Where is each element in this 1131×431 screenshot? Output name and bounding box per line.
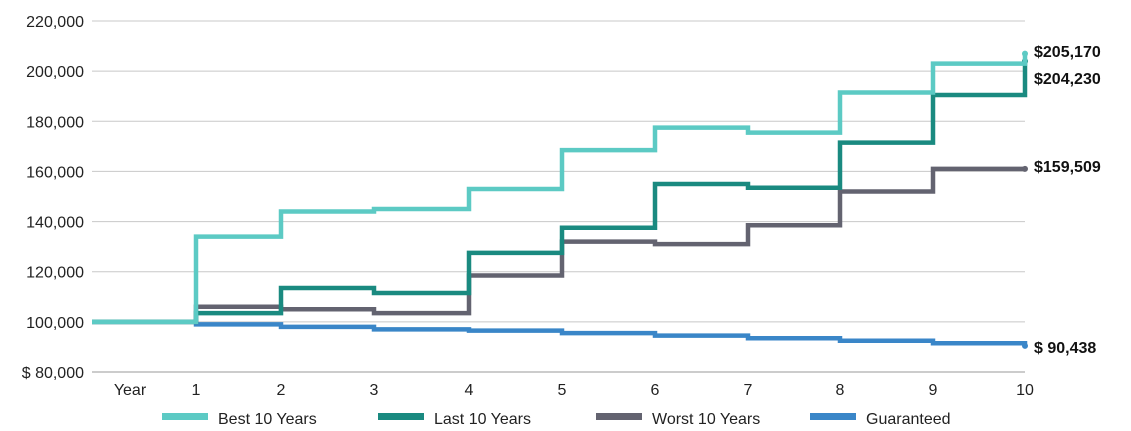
y-tick-label: 160,000 xyxy=(26,164,84,181)
y-tick-label: 120,000 xyxy=(26,265,84,282)
x-tick-label: 10 xyxy=(1016,382,1034,399)
series-line-worst-10-years xyxy=(92,166,1025,325)
y-tick-label: 140,000 xyxy=(26,215,84,232)
x-tick-label: 9 xyxy=(929,382,938,399)
y-axis: $ 80,000 100,000 120,000 140,000 160,000 180,… xyxy=(22,14,84,382)
x-tick-label: 1 xyxy=(192,382,201,399)
legend-swatch-best-10-years xyxy=(162,413,208,420)
legend-label: Worst 10 Years xyxy=(652,411,760,428)
y-tick-label: 180,000 xyxy=(26,114,84,131)
series-line-best-10-years xyxy=(92,53,1028,325)
series-line-last-10-years xyxy=(92,61,1028,325)
x-axis: Year 1 2 3 4 5 6 7 8 9 10 xyxy=(114,382,1034,399)
legend-swatch-guaranteed xyxy=(810,413,856,420)
y-tick-label: 100,000 xyxy=(26,315,84,332)
end-value-label: $159,509 xyxy=(1034,159,1101,176)
x-tick-label: 4 xyxy=(465,382,474,399)
end-value-label: $204,230 xyxy=(1034,71,1101,88)
legend-swatch-worst-10-years xyxy=(596,413,642,420)
legend: Best 10 Years Last 10 Years Worst 10 Years… xyxy=(162,411,951,428)
end-value-label: $205,170 xyxy=(1034,44,1101,61)
legend-label: Best 10 Years xyxy=(218,411,317,428)
end-value-labels: $205,170 $204,230 $159,509 $ 90,438 xyxy=(1034,44,1101,357)
series-end-point-best-10-years xyxy=(1022,50,1028,57)
legend-swatch-last-10-years xyxy=(378,413,424,420)
series-lines xyxy=(92,50,1028,349)
x-tick-label: 2 xyxy=(277,382,286,399)
legend-label: Guaranteed xyxy=(866,411,951,428)
series-end-point-guaranteed xyxy=(1022,342,1028,349)
legend-label: Last 10 Years xyxy=(434,411,531,428)
x-tick-label: 5 xyxy=(558,382,567,399)
series-line-guaranteed xyxy=(92,319,1028,346)
grid-lines xyxy=(92,20,1025,373)
y-tick-label: $ 80,000 xyxy=(22,365,84,382)
x-tick-label: 8 xyxy=(836,382,845,399)
x-tick-label: 6 xyxy=(651,382,660,399)
x-tick-label: 3 xyxy=(370,382,379,399)
series-end-point-worst-10-years xyxy=(1022,165,1028,172)
end-value-label: $ 90,438 xyxy=(1034,340,1096,357)
x-tick-label: Year xyxy=(114,382,147,399)
x-tick-label: 7 xyxy=(744,382,753,399)
y-tick-label: 200,000 xyxy=(26,64,84,81)
y-tick-label: 220,000 xyxy=(26,14,84,31)
